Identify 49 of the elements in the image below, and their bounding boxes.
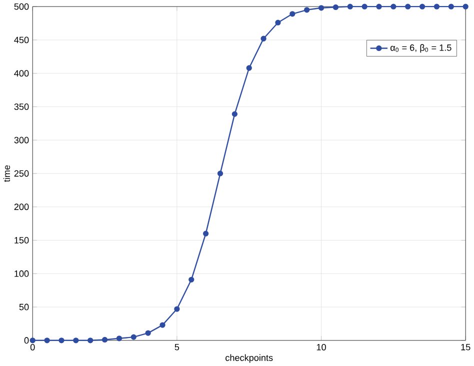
y-axis-title: time (3, 165, 10, 182)
point (202, 230, 209, 236)
point (290, 11, 296, 17)
y-tick-label: 500 (14, 3, 29, 10)
x-tick-label: 10 (316, 344, 326, 350)
point (362, 4, 368, 10)
point (102, 336, 108, 343)
y-tick-label: 150 (14, 236, 29, 244)
y-tick-label: 450 (14, 36, 29, 44)
point (347, 4, 353, 10)
point (332, 4, 339, 10)
y-tick-label: 300 (14, 136, 29, 144)
point (462, 4, 468, 10)
y-tick-label: 50 (19, 304, 29, 310)
x-tick-label: 0 (30, 344, 35, 350)
point (116, 336, 122, 342)
x-tick-label: 15 (461, 344, 470, 350)
y-tick-label: 100 (14, 270, 29, 277)
y-tick-label: 350 (14, 103, 29, 110)
y-tick-label: 200 (14, 204, 29, 210)
point (275, 20, 281, 26)
point (318, 5, 324, 11)
point (217, 170, 224, 176)
point (73, 338, 79, 344)
point (260, 36, 266, 42)
point (174, 306, 180, 312)
point (434, 4, 440, 10)
x-axis-title: checkpoints (226, 354, 273, 363)
point (405, 4, 411, 10)
y-tick-label: 250 (14, 170, 29, 177)
point (419, 4, 426, 10)
point (390, 4, 396, 10)
point (188, 276, 194, 282)
point (246, 65, 252, 71)
point (160, 322, 166, 328)
point (30, 338, 36, 344)
point (376, 4, 382, 10)
point (88, 338, 94, 344)
point (130, 334, 136, 340)
point (232, 111, 238, 117)
point (145, 330, 151, 336)
y-tick-label: 400 (14, 70, 29, 77)
point (304, 7, 310, 13)
point (448, 4, 454, 10)
legend-label: α$_{0}$ = 6, β$_{0}$ = 1.5 (390, 44, 452, 53)
y-tick-label: 0 (24, 337, 29, 344)
point (44, 338, 50, 344)
x-tick-label: 5 (174, 344, 180, 350)
point (58, 338, 64, 344)
